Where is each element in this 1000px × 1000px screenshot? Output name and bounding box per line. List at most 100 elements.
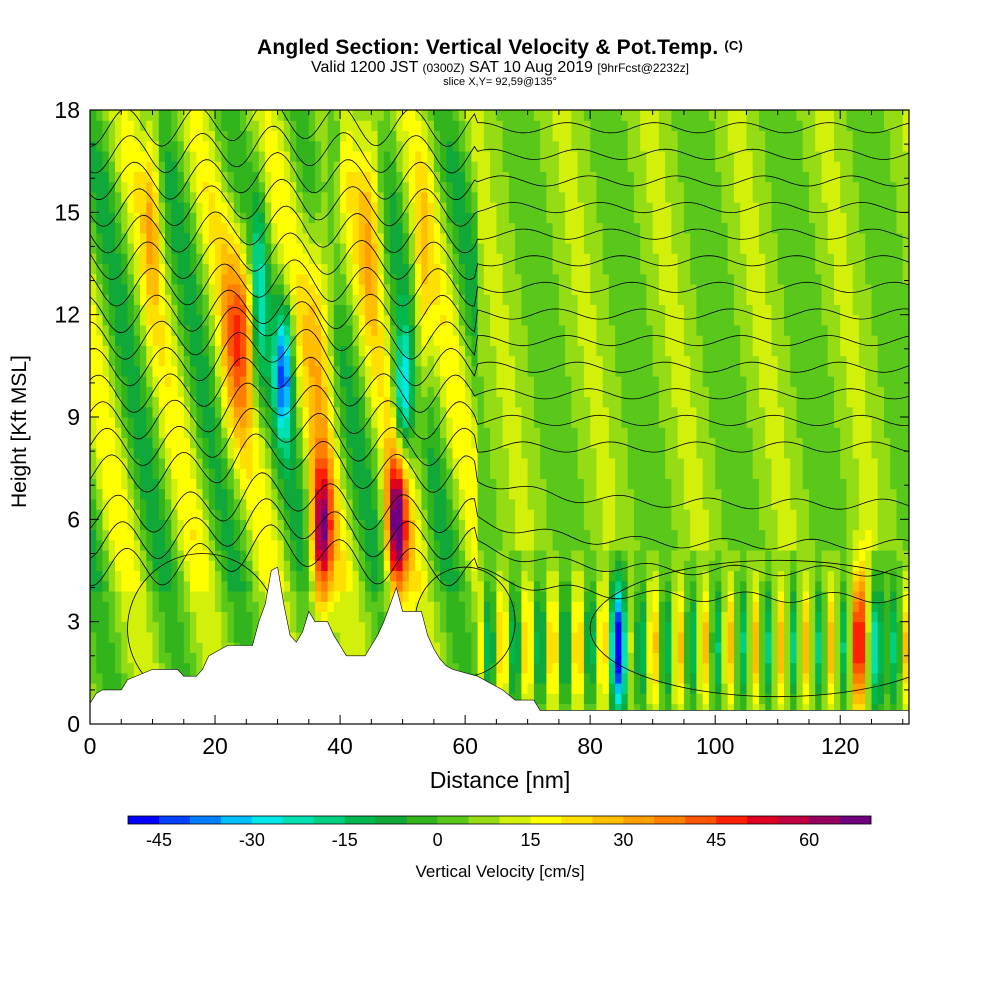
velocity-cell — [377, 110, 385, 121]
velocity-cell — [215, 406, 222, 418]
velocity-cell — [121, 539, 129, 551]
velocity-cell — [577, 130, 585, 142]
velocity-cell — [183, 396, 191, 408]
velocity-cell — [558, 232, 566, 244]
velocity-cell — [108, 304, 116, 316]
velocity-cell — [452, 120, 460, 131]
velocity-cell — [108, 110, 116, 121]
velocity-cell — [446, 406, 454, 418]
velocity-cell — [208, 222, 216, 234]
velocity-cell — [221, 181, 229, 193]
velocity-cell — [483, 314, 491, 326]
velocity-cell — [158, 611, 166, 623]
velocity-cell — [202, 191, 210, 203]
velocity-cell — [190, 417, 197, 428]
velocity-cell — [202, 457, 210, 469]
velocity-cell — [508, 140, 516, 152]
velocity-cell — [496, 140, 504, 152]
velocity-cell — [315, 110, 322, 121]
velocity-cell — [171, 591, 179, 602]
velocity-cell — [115, 161, 122, 172]
velocity-cell — [221, 427, 229, 438]
velocity-cell — [140, 171, 147, 183]
velocity-cell — [183, 150, 191, 162]
velocity-cell — [146, 386, 154, 398]
velocity-cell — [515, 376, 522, 387]
velocity-cell — [302, 601, 310, 612]
velocity-cell — [346, 642, 354, 653]
velocity-cell — [146, 529, 154, 541]
velocity-cell — [577, 150, 585, 162]
velocity-cell — [458, 417, 466, 428]
velocity-cell — [390, 550, 397, 561]
velocity-cell — [440, 529, 447, 541]
velocity-cell — [583, 550, 591, 561]
velocity-cell — [421, 202, 429, 213]
velocity-cell — [352, 478, 360, 490]
velocity-cell — [490, 365, 497, 377]
velocity-cell — [152, 417, 160, 428]
velocity-cell — [365, 365, 372, 377]
velocity-cell — [546, 417, 554, 428]
velocity-cell — [602, 560, 610, 572]
velocity-cell — [321, 150, 329, 162]
velocity-cell — [308, 601, 316, 612]
velocity-cell — [327, 509, 335, 520]
velocity-cell — [115, 376, 122, 387]
velocity-cell — [358, 550, 366, 561]
velocity-cell — [165, 662, 172, 674]
velocity-cell — [190, 294, 197, 305]
velocity-cell — [240, 202, 247, 213]
velocity-cell — [133, 191, 141, 203]
velocity-cell — [377, 120, 385, 131]
velocity-cell — [383, 376, 391, 387]
velocity-cell — [327, 365, 335, 377]
velocity-cell — [577, 509, 585, 520]
velocity-cell — [177, 560, 185, 572]
velocity-cell — [377, 488, 385, 500]
velocity-cell — [408, 345, 416, 357]
velocity-cell — [190, 150, 197, 162]
velocity-cell — [102, 642, 110, 653]
velocity-cell — [365, 284, 372, 295]
velocity-cell — [283, 222, 291, 234]
velocity-cell — [90, 110, 97, 121]
velocity-cell — [427, 304, 435, 316]
velocity-cell — [202, 611, 210, 623]
velocity-cell — [377, 222, 385, 234]
velocity-cell — [121, 202, 129, 213]
velocity-cell — [446, 631, 454, 643]
velocity-cell — [258, 171, 266, 183]
velocity-cell — [333, 304, 341, 316]
velocity-cell — [290, 570, 297, 582]
velocity-cell — [252, 601, 260, 612]
velocity-cell — [365, 468, 372, 479]
velocity-cell — [321, 570, 329, 582]
velocity-cell — [483, 550, 491, 561]
velocity-cell — [471, 662, 479, 674]
velocity-cell — [571, 509, 579, 520]
velocity-cell — [283, 365, 291, 377]
velocity-cell — [490, 498, 497, 510]
velocity-cell — [396, 120, 404, 131]
velocity-cell — [196, 437, 204, 449]
velocity-cell — [208, 621, 216, 633]
velocity-cell — [596, 570, 604, 582]
velocity-cell — [540, 314, 547, 326]
velocity-cell — [277, 120, 285, 131]
velocity-cell — [202, 130, 210, 142]
velocity-cell — [546, 243, 554, 254]
velocity-cell — [190, 406, 197, 418]
velocity-cell — [233, 570, 241, 582]
velocity-cell — [327, 273, 335, 285]
velocity-cell — [458, 284, 466, 295]
velocity-cell — [346, 437, 354, 449]
velocity-cell — [258, 457, 266, 469]
velocity-cell — [140, 631, 147, 643]
velocity-cell — [546, 355, 554, 367]
velocity-cell — [602, 130, 610, 142]
velocity-cell — [427, 212, 435, 224]
velocity-cell — [352, 376, 360, 387]
velocity-cell — [340, 294, 347, 305]
